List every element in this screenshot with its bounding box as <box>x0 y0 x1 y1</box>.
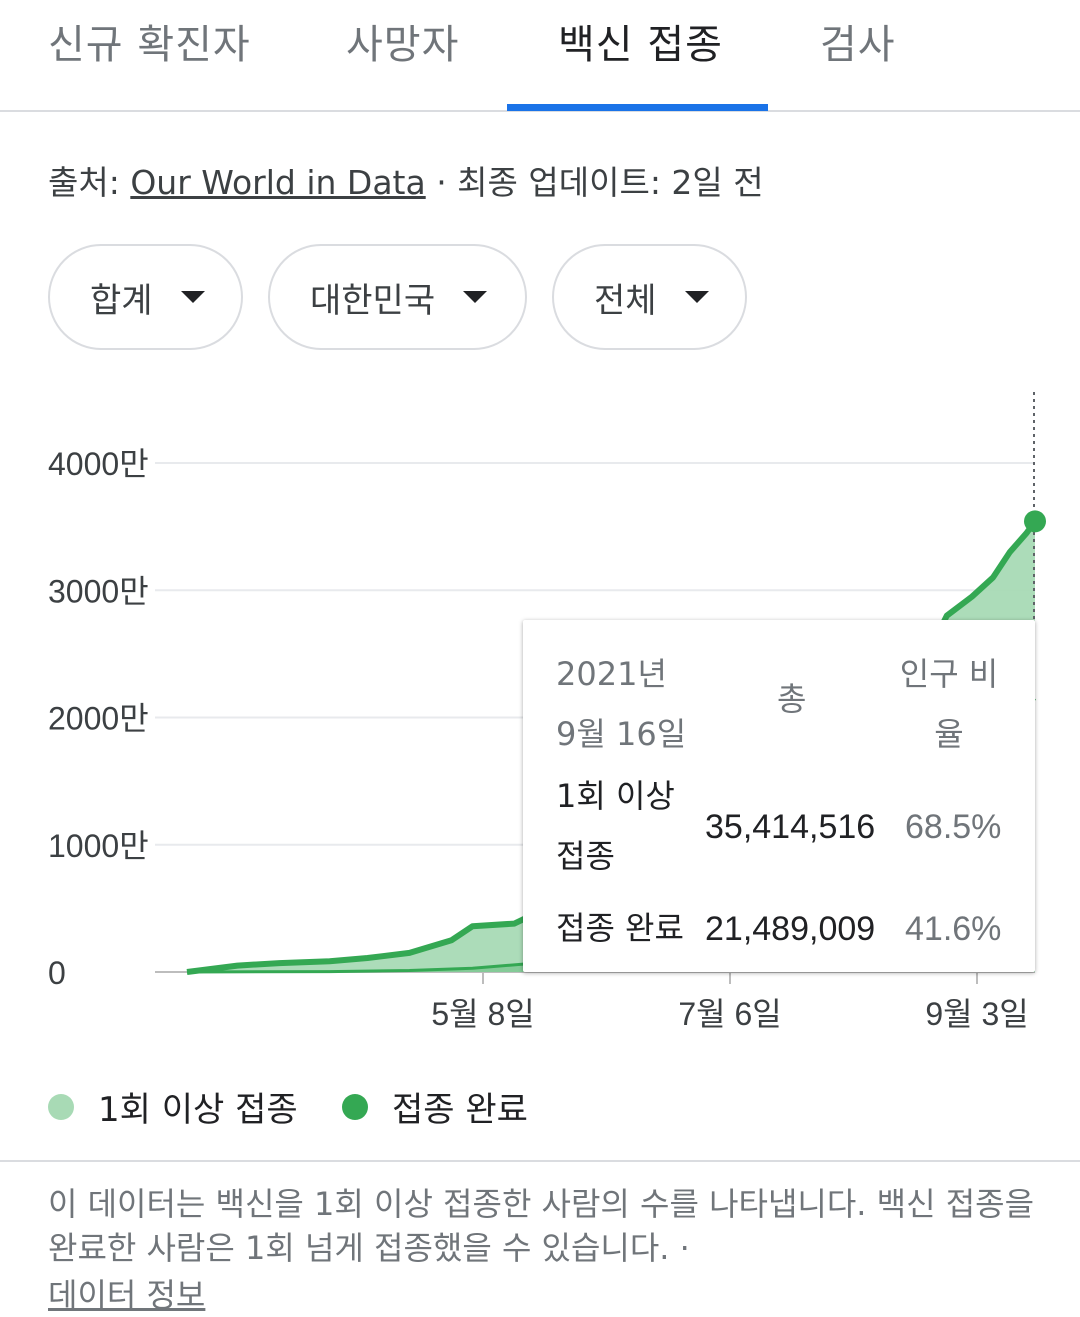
legend-dot-icon <box>342 1093 368 1120</box>
caret-down-icon <box>684 291 709 303</box>
source-line: 출처: Our World in Data · 최종 업데이트: 2일 전 <box>48 156 764 204</box>
x-tick-label: 9월 3일 <box>925 996 1028 1032</box>
filter-range-dropdown[interactable]: 전체 <box>552 244 747 350</box>
tooltip-row-total: 35,414,516 <box>705 808 876 846</box>
legend-dot-icon <box>48 1093 74 1120</box>
tooltip-row-label: 1회 이상 접종 <box>556 766 726 886</box>
tab-tests[interactable]: 검사 <box>820 22 896 68</box>
tooltip-row-percent: 68.5% <box>905 808 1002 846</box>
legend-item-first-dose[interactable]: 1회 이상 접종 <box>48 1082 298 1131</box>
y-tick-label: 0 <box>48 955 66 991</box>
filter-country-label: 대한민국 <box>310 280 436 321</box>
legend-label: 접종 완료 <box>392 1090 528 1130</box>
y-tick-label: 1000만 <box>48 828 149 864</box>
x-tick-label: 7월 6일 <box>678 996 781 1032</box>
tooltip-header-percent: 인구 비율 <box>899 655 999 753</box>
tab-vaccinations[interactable]: 백신 접종 <box>558 22 723 68</box>
tooltip-date-year: 2021년 <box>556 655 667 693</box>
legend-label: 1회 이상 접종 <box>98 1090 298 1130</box>
filter-range-label: 전체 <box>594 280 657 321</box>
filter-measure-label: 합계 <box>90 280 153 321</box>
tooltip-header-total: 총 <box>777 680 807 718</box>
source-prefix: 출처: <box>48 163 131 202</box>
filter-country-dropdown[interactable]: 대한민국 <box>268 244 527 350</box>
chart-tooltip: 2021년 9월 16일 총 인구 비율 1회 이상 접종 35,414,516… <box>523 620 1035 972</box>
last-updated: · 최종 업데이트: 2일 전 <box>425 163 764 202</box>
x-tick-label: 5월 8일 <box>431 996 534 1032</box>
tooltip-date-day: 9월 16일 <box>556 715 687 753</box>
tab-bar: 신규 확진자 사망자 백신 접종 검사 <box>0 0 1080 112</box>
active-tab-indicator <box>507 104 768 111</box>
caret-down-icon <box>180 291 205 303</box>
tooltip-row-total: 21,489,009 <box>705 910 876 948</box>
y-tick-label: 4000만 <box>48 446 149 482</box>
y-tick-label: 3000만 <box>48 573 149 609</box>
hover-point-marker <box>1024 510 1046 533</box>
y-tick-label: 2000만 <box>48 701 149 737</box>
source-link[interactable]: Our World in Data <box>130 163 426 202</box>
caret-down-icon <box>463 291 488 303</box>
tooltip-row-label-line: 1회 이상 <box>556 777 675 815</box>
tooltip-row-label-line: 접종 <box>556 837 615 875</box>
tab-new-cases[interactable]: 신규 확진자 <box>48 22 251 68</box>
data-info-link[interactable]: 데이터 정보 <box>48 1276 206 1314</box>
tab-deaths[interactable]: 사망자 <box>346 22 460 68</box>
tooltip-row-percent: 41.6% <box>905 910 1002 948</box>
filter-measure-dropdown[interactable]: 합계 <box>48 244 243 350</box>
data-note: 이 데이터는 백신을 1회 이상 접종한 사람의 수를 나타냅니다. 백신 접종… <box>48 1185 1035 1267</box>
legend-item-fully-vaccinated[interactable]: 접종 완료 <box>342 1082 528 1131</box>
divider <box>0 1160 1080 1162</box>
tooltip-row-label: 접종 완료 <box>556 909 684 947</box>
tooltip-date: 2021년 9월 16일 <box>556 644 716 764</box>
